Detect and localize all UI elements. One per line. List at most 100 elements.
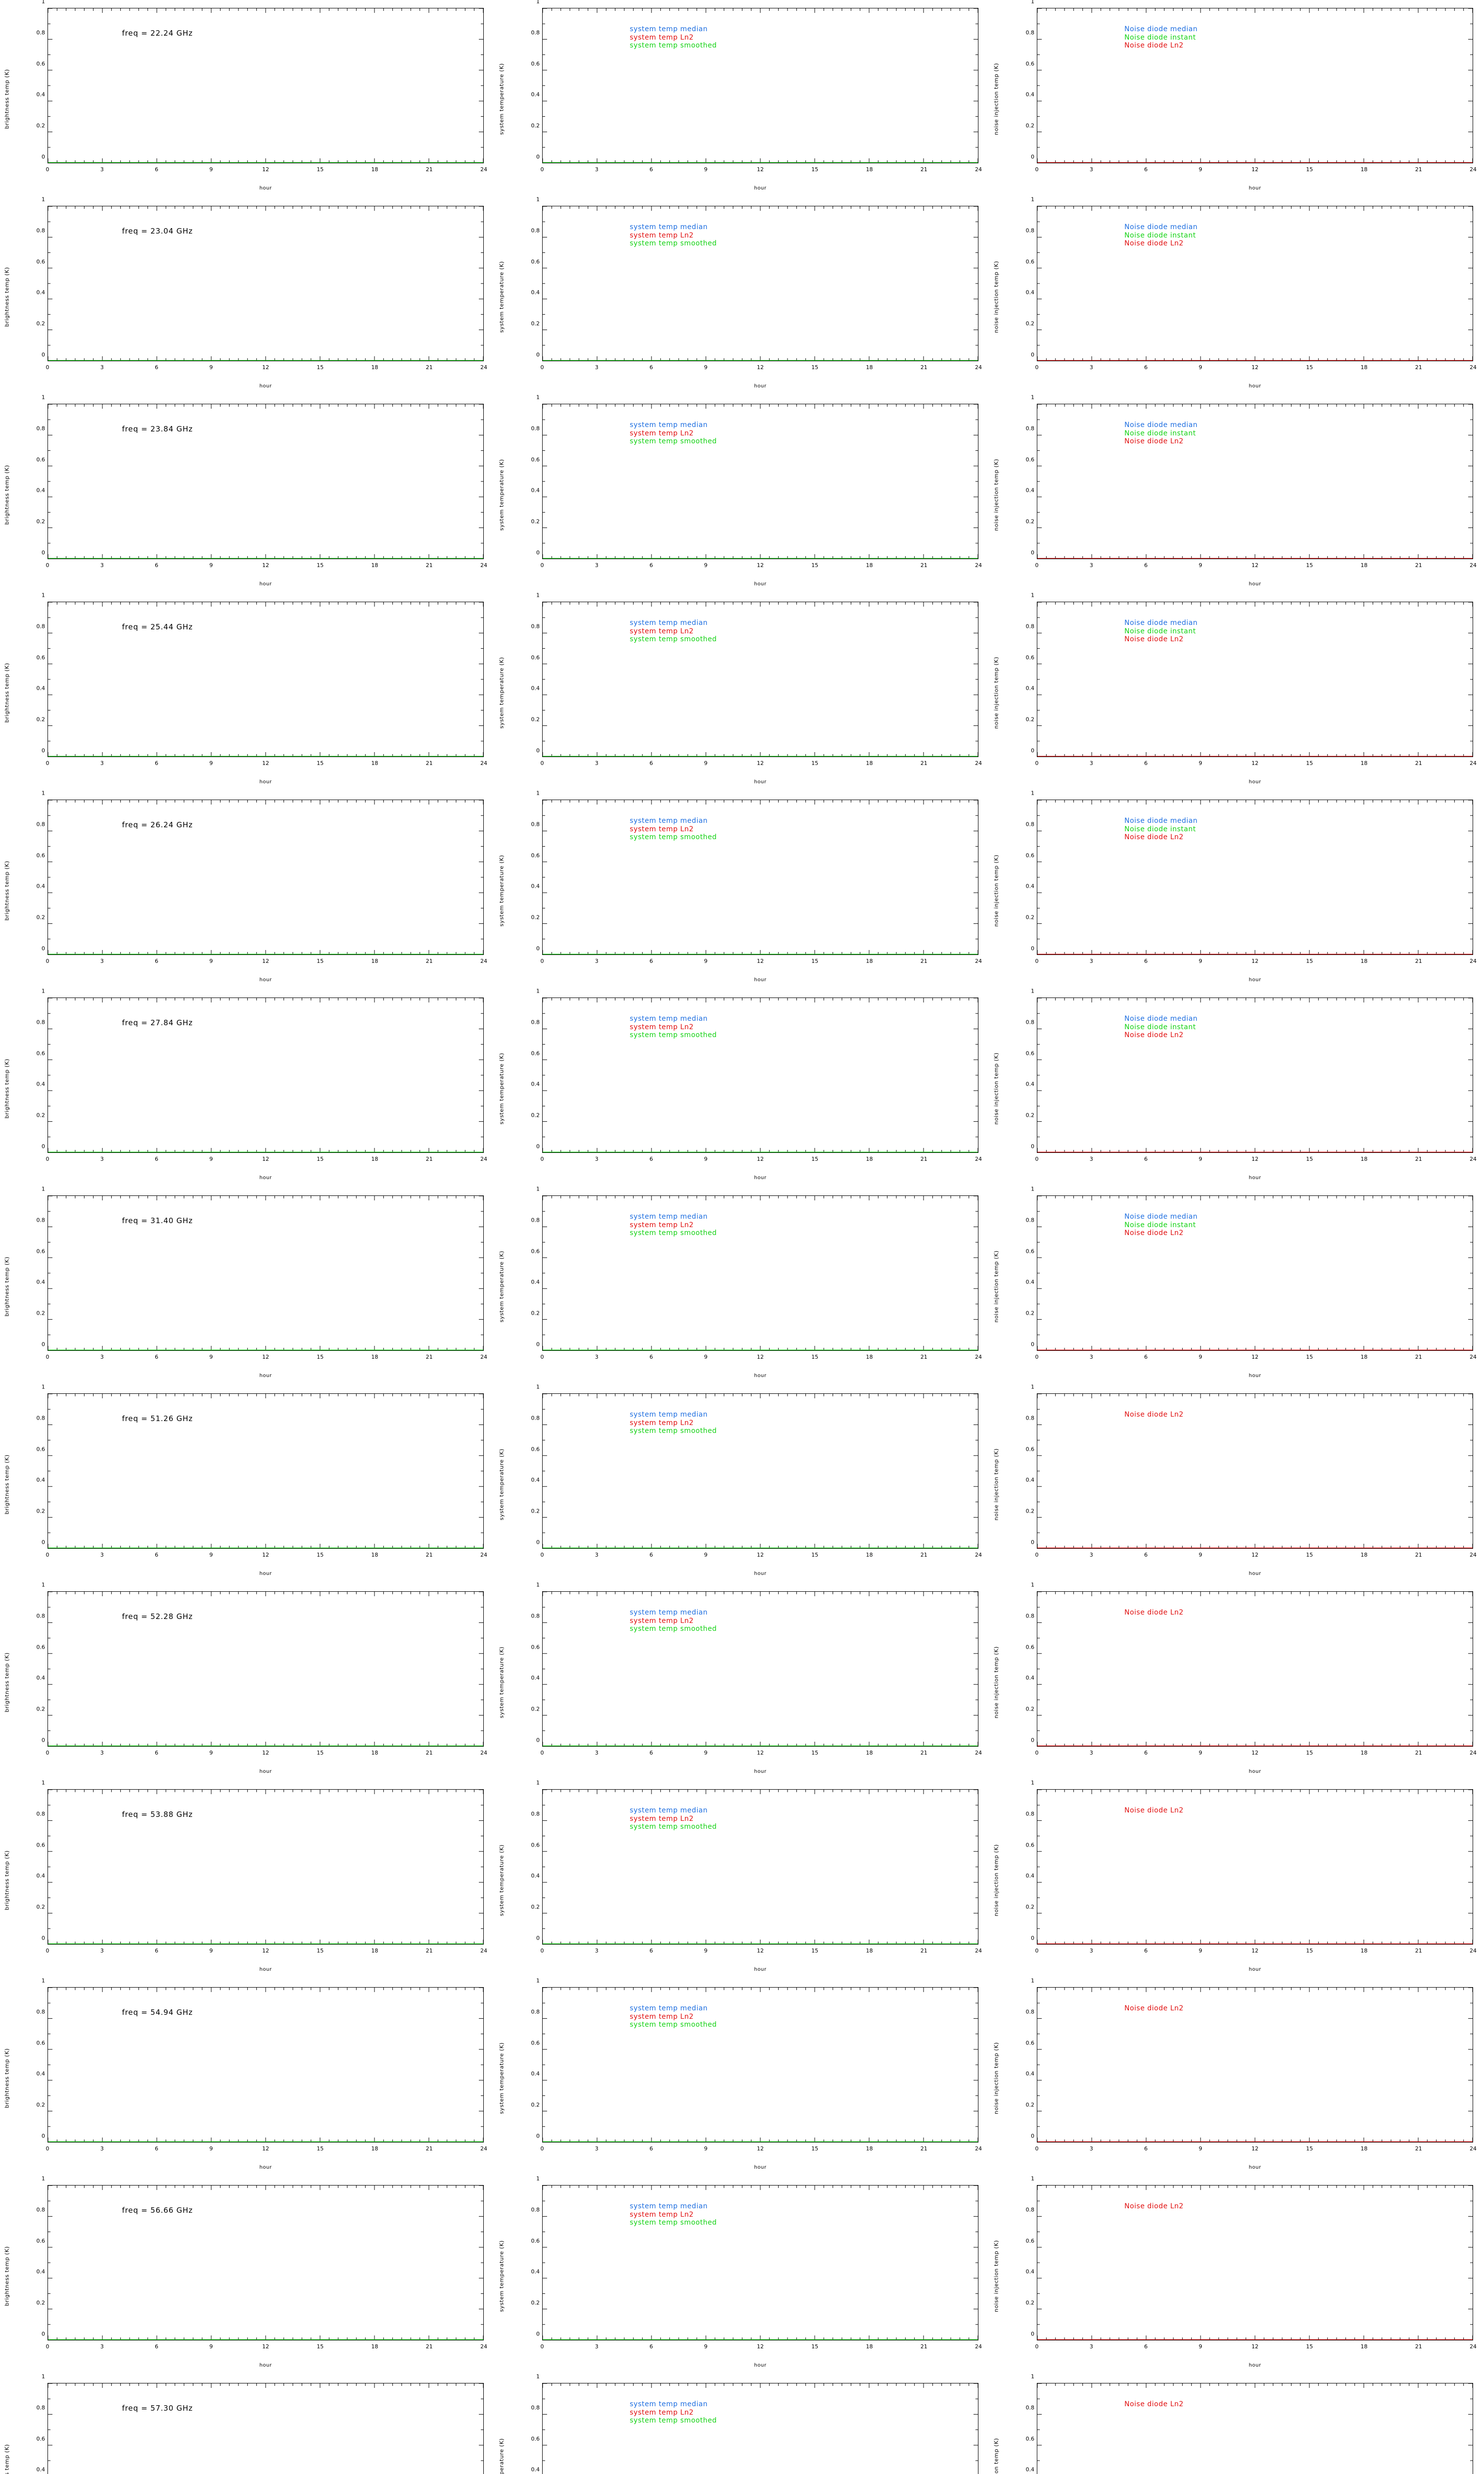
x-tick-label: 3 (100, 166, 104, 173)
legend-item: Noise diode Ln2 (1124, 833, 1184, 842)
x-tick-label: 12 (1252, 166, 1258, 173)
x-tick-label: 3 (1089, 1948, 1093, 1954)
legend-item: system temp Ln2 (630, 1419, 694, 1427)
x-tick-label: 3 (1089, 166, 1093, 173)
y-tick-label: 0.8 (36, 1810, 46, 1817)
plot-frame: system temp median system temp Ln2 system … (542, 800, 978, 955)
panel-systemp: system temperature (K) 0 0.2 0.4 0.6 0.8 1 0 3… (495, 0, 989, 198)
x-tick-label: 24 (975, 1948, 982, 1954)
y-tick-label: 0.4 (1025, 1872, 1035, 1879)
x-tick-label: 15 (1306, 1156, 1313, 1162)
legend-systemp: system temp median system temp Ln2 system … (630, 1609, 717, 1633)
legend-item: system temp Ln2 (630, 1023, 694, 1031)
x-tick-label: 24 (1470, 1948, 1477, 1954)
plot-area-brightness-5 (48, 998, 483, 1152)
x-axis-label: hour (259, 2165, 272, 2170)
y-tick-label: 0.2 (1025, 914, 1035, 921)
y-axis-label: brightness temp (K) (3, 860, 10, 921)
y-tick-label: 0.8 (531, 623, 540, 630)
plot-frame: freq = 53.88 GHz (47, 1789, 484, 1945)
freq-annotation: freq = 57.30 GHz (122, 2403, 193, 2413)
y-tick-label: 0.6 (36, 852, 46, 859)
legend-item: system temp median (630, 2202, 708, 2211)
y-tick-label: 0 (536, 747, 540, 754)
y-tick-label: 0 (536, 2331, 540, 2337)
y-tick-label: 1 (42, 1186, 45, 1192)
plot-area-systemp-1 (543, 206, 978, 361)
legend-item: system temp median (630, 223, 708, 232)
x-tick-label: 18 (1360, 958, 1368, 964)
y-tick-label: 0.6 (531, 2237, 540, 2244)
x-tick-label: 15 (317, 1948, 324, 1954)
y-tick-label: 1 (42, 2175, 45, 2182)
x-tick-label: 12 (757, 364, 764, 371)
x-tick-label: 12 (1252, 2343, 1258, 2350)
x-tick-label: 12 (757, 2343, 764, 2350)
x-tick-label: 3 (100, 562, 104, 569)
x-tick-label: 0 (1035, 1750, 1039, 1756)
x-tick-label: 18 (371, 1354, 378, 1360)
plot-frame: freq = 56.66 GHz (47, 2185, 484, 2340)
x-tick-label: 15 (1306, 958, 1313, 964)
x-tick-label: 24 (1470, 1156, 1477, 1162)
panel-row: brightness temp (K) 0 0.2 0.4 0.6 0.8 1 0 3 6 9 1… (0, 592, 1484, 792)
y-tick-label: 1 (536, 790, 540, 797)
x-tick-label: 0 (1035, 760, 1039, 766)
x-axis-label: hour (1249, 1769, 1261, 1774)
x-tick-label: 12 (757, 1354, 764, 1360)
y-tick-label: 0.8 (1025, 2008, 1035, 2015)
y-tick-label: 0 (42, 945, 45, 952)
legend-systemp: system temp median system temp Ln2 system … (630, 1411, 717, 1435)
x-tick-label: 6 (155, 1354, 158, 1360)
legend-item: system temp median (630, 25, 708, 34)
x-tick-label: 12 (262, 562, 269, 569)
y-tick-label: 0.2 (36, 2299, 46, 2306)
x-tick-label: 3 (1089, 958, 1093, 964)
x-tick-label: 15 (317, 2343, 324, 2350)
x-tick-label: 9 (704, 2145, 708, 2152)
y-tick-label: 0 (1031, 945, 1034, 952)
y-tick-label: 0.4 (531, 1872, 540, 1879)
y-tick-label: 0.8 (531, 821, 540, 828)
legend-noisediode: Noise diode Ln2 (1124, 1807, 1184, 1815)
legend-item: system temp median (630, 817, 708, 825)
y-tick-label: 0 (1031, 747, 1034, 754)
y-axis-label: brightness temp (K) (3, 2444, 10, 2474)
y-tick-label: 0.8 (531, 1019, 540, 1026)
x-tick-label: 21 (920, 1354, 928, 1360)
x-tick-label: 18 (371, 1156, 378, 1162)
y-tick-label: 1 (536, 196, 540, 203)
y-axis-label: brightness temp (K) (3, 2048, 10, 2108)
panel-brightness: brightness temp (K) 00.20.40.60.81 03691… (0, 2374, 495, 2474)
legend-item: Noise diode Ln2 (1124, 1229, 1184, 1237)
x-tick-label: 18 (866, 2343, 873, 2350)
y-axis-label: brightness temp (K) (3, 69, 10, 129)
plot-area-brightness-4 (48, 800, 483, 954)
plot-frame: system temp median system temp Ln2 system … (542, 998, 978, 1153)
x-tick-label: 9 (209, 1750, 213, 1756)
x-tick-label: 12 (1252, 2145, 1258, 2152)
y-axis-label: system temperature (K) (498, 2240, 505, 2312)
x-tick-label: 0 (46, 1354, 49, 1360)
x-tick-label: 9 (704, 1552, 708, 1558)
x-tick-label: 21 (1415, 166, 1422, 173)
y-axis-label: system temperature (K) (498, 1844, 505, 1916)
plot-frame: Noise diode median Noise diode instant Noi… (1037, 800, 1473, 955)
y-tick-label: 0.8 (531, 2008, 540, 2015)
x-tick-label: 3 (595, 166, 599, 173)
y-tick-label: 0.6 (36, 1446, 46, 1453)
legend-noisediode: Noise diode median Noise diode instant Noi… (1124, 421, 1198, 446)
x-tick-label: 3 (100, 2145, 104, 2152)
y-tick-label: 1 (536, 2175, 540, 2182)
legend-item: Noise diode median (1124, 25, 1198, 34)
x-tick-label: 18 (371, 760, 378, 766)
x-tick-label: 15 (317, 364, 324, 371)
panel-row: brightness temp (K) 0 0.2 0.4 0.6 0.8 1 0 3 6 9 1… (0, 1978, 1484, 2177)
y-axis-label: noise injection temp (K) (993, 2240, 1000, 2312)
x-tick-label: 6 (155, 1948, 158, 1954)
x-tick-label: 3 (595, 1354, 599, 1360)
x-axis-label: hour (259, 383, 272, 389)
